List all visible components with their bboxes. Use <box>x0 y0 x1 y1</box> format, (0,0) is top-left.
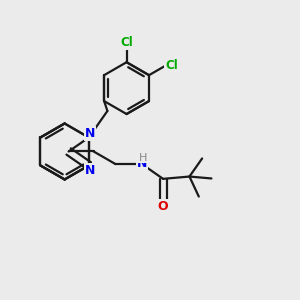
Text: N: N <box>136 158 147 170</box>
Text: Cl: Cl <box>120 36 133 49</box>
Text: N: N <box>85 164 95 177</box>
Text: N: N <box>85 127 95 140</box>
Text: H: H <box>139 152 147 163</box>
Text: O: O <box>158 200 168 213</box>
Text: Cl: Cl <box>165 59 178 72</box>
